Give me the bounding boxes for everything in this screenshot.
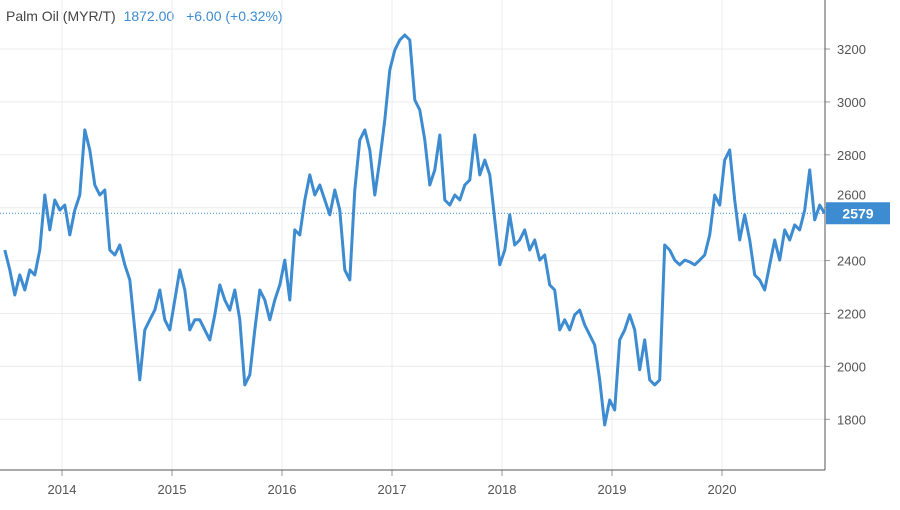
y-tick-label: 3200	[837, 42, 866, 57]
x-tick-label: 2014	[48, 482, 77, 497]
x-tick-label: 2015	[158, 482, 187, 497]
price-change: +6.00 (+0.32%)	[186, 8, 283, 24]
x-tick-label: 2019	[598, 482, 627, 497]
y-tick-label: 2200	[837, 307, 866, 322]
y-tick-label: 2600	[837, 187, 866, 202]
x-tick-label: 2020	[708, 482, 737, 497]
instrument-name: Palm Oil (MYR/T)	[6, 8, 116, 24]
last-value-label: 2579	[842, 205, 873, 221]
last-value-badge	[826, 202, 890, 225]
y-tick-label: 2800	[837, 148, 866, 163]
y-tick-label: 1800	[837, 412, 866, 427]
y-tick-label: 3000	[837, 95, 866, 110]
current-price: 1872.00	[123, 8, 175, 24]
price-line	[3, 33, 826, 427]
chart-header: Palm Oil (MYR/T) 1872.00 +6.00 (+0.32%)	[6, 8, 283, 24]
x-tick-label: 2016	[268, 482, 297, 497]
y-tick-label: 2000	[837, 359, 866, 374]
y-tick-label: 2400	[837, 254, 866, 269]
x-tick-label: 2017	[378, 482, 407, 497]
x-tick-label: 2018	[488, 482, 517, 497]
